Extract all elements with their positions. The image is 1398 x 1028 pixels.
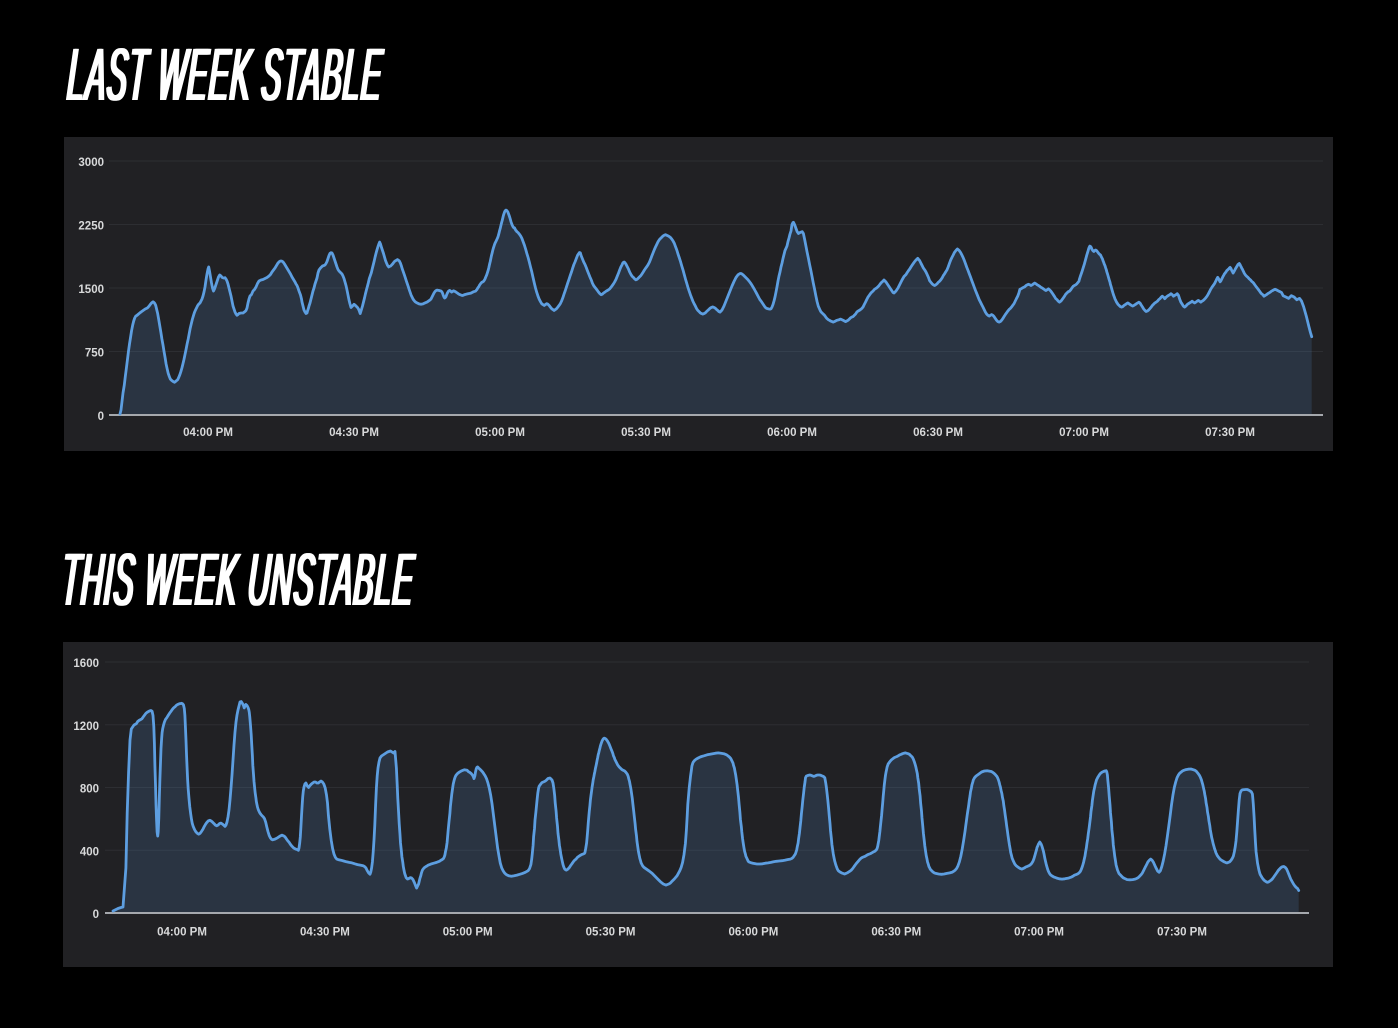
svg-text:04:30 PM: 04:30 PM [300, 927, 350, 939]
svg-text:07:30 PM: 07:30 PM [1157, 927, 1207, 939]
svg-text:06:30 PM: 06:30 PM [913, 427, 963, 439]
svg-text:750: 750 [85, 348, 104, 360]
svg-text:0: 0 [93, 909, 99, 921]
svg-text:06:30 PM: 06:30 PM [871, 927, 921, 939]
svg-text:05:00 PM: 05:00 PM [443, 927, 493, 939]
svg-text:07:00 PM: 07:00 PM [1014, 927, 1064, 939]
svg-text:2250: 2250 [78, 221, 104, 233]
svg-text:3000: 3000 [78, 157, 104, 169]
svg-text:04:00 PM: 04:00 PM [183, 427, 233, 439]
svg-text:05:30 PM: 05:30 PM [586, 927, 636, 939]
svg-text:1200: 1200 [73, 721, 99, 733]
svg-text:400: 400 [80, 846, 99, 858]
svg-text:05:00 PM: 05:00 PM [475, 427, 525, 439]
svg-text:04:30 PM: 04:30 PM [329, 427, 379, 439]
svg-text:1500: 1500 [78, 284, 104, 296]
svg-text:04:00 PM: 04:00 PM [157, 927, 207, 939]
svg-text:05:30 PM: 05:30 PM [621, 427, 671, 439]
svg-text:06:00 PM: 06:00 PM [767, 427, 817, 439]
svg-text:06:00 PM: 06:00 PM [728, 927, 778, 939]
svg-text:800: 800 [80, 784, 99, 796]
svg-text:0: 0 [98, 411, 104, 423]
svg-text:07:00 PM: 07:00 PM [1059, 427, 1109, 439]
svg-text:1600: 1600 [73, 658, 99, 670]
svg-text:07:30 PM: 07:30 PM [1205, 427, 1255, 439]
